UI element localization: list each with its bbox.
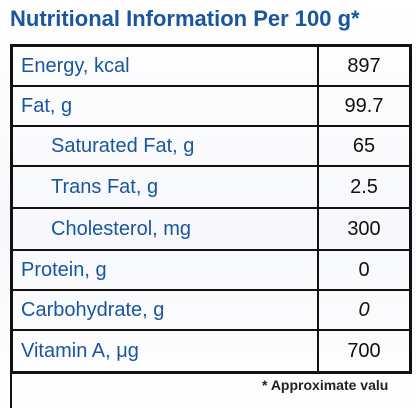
nutrition-title: Nutritional Information Per 100 g* <box>10 6 360 31</box>
table-row-fat: Fat, g 99.7 <box>13 87 409 127</box>
row-value: 700 <box>317 331 409 371</box>
row-value: 2.5 <box>317 167 409 207</box>
row-label: Cholesterol, mg <box>51 217 192 240</box>
row-label: Carbohydrate, g <box>21 298 165 321</box>
table-row-trans-fat: Trans Fat, g 2.5 <box>13 167 409 209</box>
table-row-carbohydrate: Carbohydrate, g 0 <box>13 291 409 331</box>
row-label: Energy, kcal <box>21 54 130 77</box>
row-value: 897 <box>317 47 409 85</box>
footnote: * Approximate valu <box>262 377 389 393</box>
row-label: Trans Fat, g <box>51 175 159 198</box>
row-value: 99.7 <box>317 87 409 125</box>
row-value: 65 <box>317 127 409 165</box>
table-row-cholesterol: Cholesterol, mg 300 <box>13 209 409 251</box>
row-label: Protein, g <box>21 258 107 281</box>
row-label: Vitamin A, μg <box>21 339 139 362</box>
row-value: 0 <box>317 251 409 289</box>
table-row-energy: Energy, kcal 897 <box>13 47 409 87</box>
row-value: 300 <box>317 209 409 249</box>
row-value: 0 <box>317 291 409 329</box>
table-row-vitamin-a: Vitamin A, μg 700 <box>13 331 409 371</box>
row-label: Fat, g <box>21 94 73 117</box>
table-row-protein: Protein, g 0 <box>13 251 409 291</box>
table-border-edge <box>10 374 12 408</box>
row-label: Saturated Fat, g <box>51 134 195 157</box>
nutrition-table: Energy, kcal 897 Fat, g 99.7 Saturated F… <box>10 44 412 374</box>
table-row-saturated-fat: Saturated Fat, g 65 <box>13 127 409 167</box>
